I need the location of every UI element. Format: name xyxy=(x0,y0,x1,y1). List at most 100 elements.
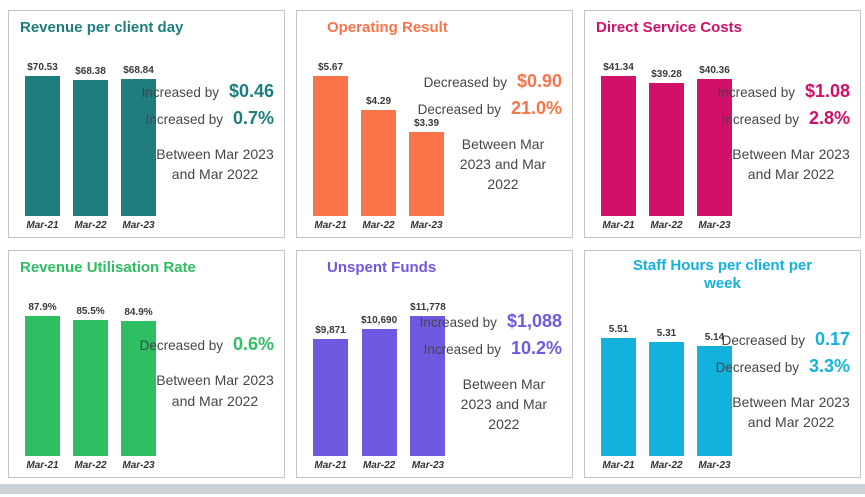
metric-row: Increased by 0.7% xyxy=(146,105,274,132)
metric-value: 2.8% xyxy=(808,107,850,128)
bar-mar-21 xyxy=(313,76,348,216)
bar-mar-23 xyxy=(697,346,732,456)
period-text: Between Mar 2023 and Mar 2022 xyxy=(444,134,562,195)
metric-value: $0.46 xyxy=(228,80,274,101)
period-line: and Mar 2022 xyxy=(171,166,259,182)
metric-label: Decreased by xyxy=(721,332,805,348)
bar-group: $40.36 Mar-23 xyxy=(697,65,732,231)
metric-label: Increased by xyxy=(145,111,223,127)
bar-group: 5.14 Mar-23 xyxy=(697,332,732,471)
metrics: Increased by $1,088 Increased by 10.2% B… xyxy=(420,277,564,473)
period-line: 2023 and Mar 2022 xyxy=(460,395,548,433)
bar-group: 84.9% Mar-23 xyxy=(121,307,156,471)
kpi-card-revenue-utilisation-rate: Revenue Utilisation Rate 87.9% Mar-21 85… xyxy=(8,250,285,478)
bar-mar-21 xyxy=(25,76,60,216)
metric-value: $1.08 xyxy=(804,80,850,101)
bar-group: $5.67 Mar-21 xyxy=(313,62,348,231)
bar-mar-22 xyxy=(73,320,108,456)
bar-mar-22 xyxy=(649,83,684,216)
period-line: and Mar 2022 xyxy=(171,392,259,409)
period-line: and Mar 2022 xyxy=(747,414,835,430)
bar-mar-23 xyxy=(697,79,732,216)
metric-label: Decreased by xyxy=(423,74,507,90)
metric-row: Decreased by 0.17 xyxy=(722,326,850,353)
bar-x-label: Mar-23 xyxy=(411,460,445,471)
bar-x-label: Mar-21 xyxy=(314,220,347,231)
bar-x-label: Mar-22 xyxy=(362,460,396,471)
bottom-strip xyxy=(0,484,865,494)
bar-x-label: Mar-23 xyxy=(698,220,731,231)
bar-chart: 5.51 Mar-21 5.31 Mar-22 5.14 Mar-23 xyxy=(593,324,732,473)
metric-label: Increased by xyxy=(423,341,501,357)
bar-mar-23 xyxy=(409,132,444,216)
bar-x-label: Mar-21 xyxy=(26,220,59,231)
bar-value-label: $68.84 xyxy=(123,65,154,76)
bar-mar-22 xyxy=(649,342,684,456)
metric-row: Increased by $0.46 xyxy=(142,78,274,105)
bar-x-label: Mar-23 xyxy=(698,460,731,471)
metric-label: Increased by xyxy=(141,84,219,100)
metric-row: Decreased by 0.6% xyxy=(140,331,274,358)
bar-x-label: Mar-23 xyxy=(410,220,443,231)
kpi-card-unspent-funds: Unspent Funds $9,871 Mar-21 $10,690 Mar-… xyxy=(296,250,573,478)
card-body: $41.34 Mar-21 $39.28 Mar-22 $40.36 Mar-2… xyxy=(593,37,852,233)
period-text: Between Mar 2023 and Mar 2022 xyxy=(732,144,850,185)
metric-row: Decreased by 3.3% xyxy=(716,353,850,380)
bar-value-label: $70.53 xyxy=(27,62,58,73)
metrics: Decreased by 0.17 Decreased by 3.3% Betw… xyxy=(716,293,852,473)
bar-mar-22 xyxy=(361,110,396,216)
bar-value-label: 5.14 xyxy=(704,332,725,343)
bar-value-label: 85.5% xyxy=(76,306,105,317)
bar-x-label: Mar-23 xyxy=(122,460,155,471)
bar-group: $41.34 Mar-21 xyxy=(601,62,636,231)
bar-value-label: $11,778 xyxy=(410,302,446,313)
bar-x-label: Mar-22 xyxy=(650,460,683,471)
kpi-card-direct-service-costs: Direct Service Costs $41.34 Mar-21 $39.2… xyxy=(584,10,861,238)
bar-chart: 87.9% Mar-21 85.5% Mar-22 84.9% Mar-23 xyxy=(17,302,156,473)
bar-x-label: Mar-21 xyxy=(602,460,635,471)
period-text: Between Mar 2023 and Mar 2022 xyxy=(156,370,274,411)
card-body: $70.53 Mar-21 $68.38 Mar-22 $68.84 Mar-2… xyxy=(17,37,276,233)
metric-row: Decreased by 21.0% xyxy=(418,95,562,122)
bar-value-label: 5.31 xyxy=(656,328,677,339)
card-title: Direct Service Costs xyxy=(596,19,742,36)
bar-group: 87.9% Mar-21 xyxy=(25,302,60,471)
period-line: Between Mar xyxy=(462,375,546,392)
bar-group: $10,690 Mar-22 xyxy=(361,315,397,471)
period-text: Between Mar 2023 and Mar 2022 xyxy=(732,392,850,433)
kpi-card-operating-result: Operating Result $5.67 Mar-21 $4.29 Mar-… xyxy=(296,10,573,238)
bar-value-label: $3.39 xyxy=(413,118,440,129)
period-line: Between Mar 2023 xyxy=(732,393,850,410)
bar-chart: $41.34 Mar-21 $39.28 Mar-22 $40.36 Mar-2… xyxy=(593,62,732,233)
metric-value: 0.6% xyxy=(232,334,274,355)
metric-row: Increased by 10.2% xyxy=(424,335,562,362)
bar-x-label: Mar-21 xyxy=(26,460,59,471)
card-body: 5.51 Mar-21 5.31 Mar-22 5.14 Mar-23 Dec xyxy=(593,293,852,473)
bar-group: 5.31 Mar-22 xyxy=(649,328,684,471)
card-title: Unspent Funds xyxy=(327,259,437,276)
bar-x-label: Mar-22 xyxy=(650,220,683,231)
bar-mar-23 xyxy=(121,321,156,456)
bar-x-label: Mar-21 xyxy=(314,460,347,471)
card-body: $5.67 Mar-21 $4.29 Mar-22 $3.39 Mar-23 xyxy=(305,37,564,233)
bar-value-label: $4.29 xyxy=(365,96,392,107)
metrics: Increased by $1.08 Increased by 2.8% Bet… xyxy=(718,37,852,233)
period-text: Between Mar 2023 and Mar 2022 xyxy=(156,144,274,185)
metric-label: Decreased by xyxy=(715,359,799,375)
bar-chart: $5.67 Mar-21 $4.29 Mar-22 $3.39 Mar-23 xyxy=(305,62,444,233)
metric-row: Increased by $1.08 xyxy=(718,78,850,105)
metric-value: $1,088 xyxy=(506,310,562,331)
bar-value-label: $10,690 xyxy=(361,315,398,326)
metric-value: 3.3% xyxy=(808,355,850,376)
metric-value: 0.7% xyxy=(232,107,274,128)
period-line: and Mar 2022 xyxy=(747,166,835,182)
bar-group: $68.84 Mar-23 xyxy=(121,65,156,231)
metric-label: Increased by xyxy=(717,84,795,100)
bar-x-label: Mar-23 xyxy=(122,220,155,231)
metric-value: 0.17 xyxy=(814,328,850,349)
bar-value-label: 84.9% xyxy=(124,307,153,318)
metrics: Decreased by $0.90 Decreased by 21.0% Be… xyxy=(418,37,564,233)
period-line: Between Mar 2023 xyxy=(156,372,274,389)
period-line: Between Mar xyxy=(461,135,545,152)
bar-group: $3.39 Mar-23 xyxy=(409,118,444,231)
